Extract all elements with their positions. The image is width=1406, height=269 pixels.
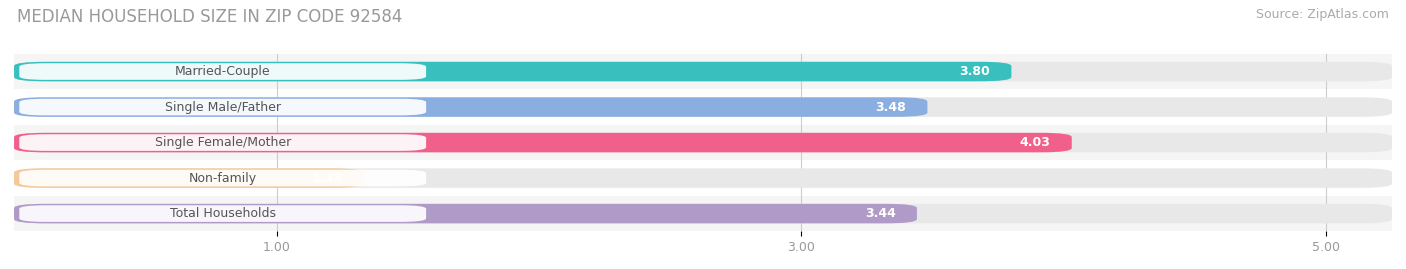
FancyBboxPatch shape — [14, 204, 1392, 223]
FancyBboxPatch shape — [14, 204, 917, 223]
FancyBboxPatch shape — [14, 125, 1392, 160]
FancyBboxPatch shape — [14, 133, 1071, 152]
FancyBboxPatch shape — [20, 205, 426, 222]
Text: Total Households: Total Households — [170, 207, 276, 220]
Text: MEDIAN HOUSEHOLD SIZE IN ZIP CODE 92584: MEDIAN HOUSEHOLD SIZE IN ZIP CODE 92584 — [17, 8, 402, 26]
FancyBboxPatch shape — [14, 62, 1011, 81]
FancyBboxPatch shape — [14, 196, 1392, 231]
Text: 3.44: 3.44 — [865, 207, 896, 220]
FancyBboxPatch shape — [14, 89, 1392, 125]
FancyBboxPatch shape — [20, 170, 426, 186]
Text: 1.33: 1.33 — [311, 172, 342, 185]
FancyBboxPatch shape — [14, 97, 1392, 117]
FancyBboxPatch shape — [20, 63, 426, 80]
Text: Source: ZipAtlas.com: Source: ZipAtlas.com — [1256, 8, 1389, 21]
FancyBboxPatch shape — [14, 168, 363, 188]
Text: Non-family: Non-family — [188, 172, 257, 185]
Text: 3.48: 3.48 — [876, 101, 907, 114]
Text: Single Female/Mother: Single Female/Mother — [155, 136, 291, 149]
Text: 4.03: 4.03 — [1019, 136, 1050, 149]
Text: 3.80: 3.80 — [960, 65, 990, 78]
FancyBboxPatch shape — [20, 134, 426, 151]
FancyBboxPatch shape — [20, 99, 426, 115]
Text: Married-Couple: Married-Couple — [174, 65, 270, 78]
FancyBboxPatch shape — [14, 168, 1392, 188]
FancyBboxPatch shape — [14, 160, 1392, 196]
FancyBboxPatch shape — [14, 54, 1392, 89]
FancyBboxPatch shape — [14, 62, 1392, 81]
FancyBboxPatch shape — [14, 133, 1392, 152]
Text: Single Male/Father: Single Male/Father — [165, 101, 281, 114]
FancyBboxPatch shape — [14, 97, 928, 117]
